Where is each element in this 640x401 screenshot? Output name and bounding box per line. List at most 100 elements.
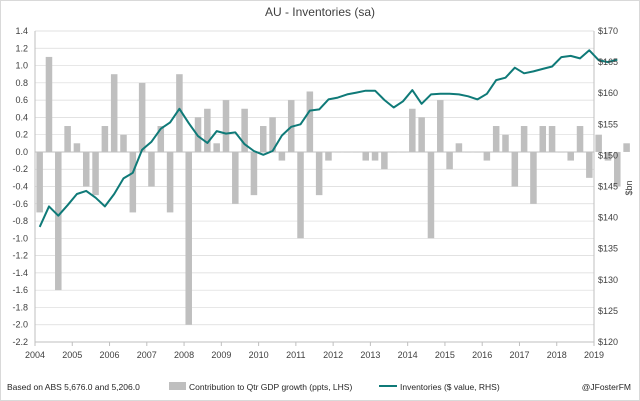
left-tick-label: -0.2 <box>12 164 28 174</box>
gdp-contribution-bar <box>520 126 528 152</box>
gdp-contribution-bar <box>437 100 444 152</box>
gdp-contribution-bar <box>418 117 425 152</box>
left-tick-label: 1.2 <box>15 43 28 53</box>
gdp-contribution-bar <box>492 126 500 152</box>
gdp-contribution-bar <box>483 151 491 161</box>
x-tick-label: 2012 <box>323 350 343 360</box>
left-tick-label: -0.4 <box>12 182 28 192</box>
gdp-contribution-bar <box>241 108 248 152</box>
left-tick-label: 1.4 <box>15 26 28 36</box>
left-tick-label: -1.4 <box>12 268 28 278</box>
gdp-contribution-bar <box>259 126 267 152</box>
x-tick-label: 2016 <box>472 350 492 360</box>
gdp-contribution-bar <box>455 143 463 152</box>
chart-title: AU - Inventories (sa) <box>265 5 375 19</box>
gdp-contribution-bar <box>567 151 574 161</box>
right-tick-label: $125 <box>598 306 618 316</box>
right-tick-label: $135 <box>598 244 618 254</box>
gdp-contribution-bar <box>409 108 416 152</box>
right-tick-label: $130 <box>598 275 618 285</box>
right-tick-label: $170 <box>598 26 618 36</box>
left-tick-label: 0.8 <box>15 78 28 88</box>
gdp-contribution-bar <box>306 91 314 152</box>
x-tick-label: 2015 <box>435 350 455 360</box>
footer: Based on ABS 5,676.0 and 5,206.0 Contrib… <box>7 382 631 392</box>
gdp-contribution-bar <box>185 151 192 325</box>
x-tick-label: 2014 <box>398 350 418 360</box>
left-tick-label: -1.2 <box>12 251 28 261</box>
bar-series <box>36 56 630 325</box>
gdp-contribution-bar <box>586 151 593 178</box>
x-tick-label: 2017 <box>509 350 529 360</box>
legend-bar-swatch <box>169 382 186 390</box>
gdp-contribution-bar <box>138 82 146 152</box>
x-tick-label: 2018 <box>547 350 567 360</box>
right-tick-label: $140 <box>598 213 618 223</box>
gdp-contribution-bar <box>204 108 211 152</box>
left-axis-ticks: 1.4 1.2 1.0 0.8 0.6 0.4 0.2 0.0 -0.2 -0.4 -0.6 -0.8… <box>12 26 28 347</box>
x-tick-label: 2005 <box>62 350 82 360</box>
source-note: Based on ABS 5,676.0 and 5,206.0 <box>7 382 140 392</box>
gdp-contribution-bar <box>595 134 602 152</box>
gdp-contribution-bar <box>297 151 304 239</box>
gdp-contribution-bar <box>604 151 612 161</box>
left-tick-label: 0.2 <box>15 130 28 140</box>
gdp-contribution-bar <box>129 151 137 213</box>
gdp-contribution-bar <box>101 126 109 152</box>
legend-line-label: Inventories ($ value, RHS) <box>400 382 500 392</box>
gdp-contribution-bar <box>222 100 230 152</box>
gdp-contribution-bar <box>73 143 81 152</box>
left-tick-label: -0.8 <box>12 216 28 226</box>
gdp-contribution-bar <box>232 151 239 204</box>
gdp-contribution-bar <box>157 126 165 152</box>
gdp-contribution-bar <box>371 151 379 161</box>
left-tick-label: 1.0 <box>15 61 28 71</box>
right-tick-label: $160 <box>598 88 618 98</box>
gdp-contribution-bar <box>120 134 127 152</box>
legend-bar-label: Contribution to Qtr GDP growth (ppts, LH… <box>189 382 352 392</box>
gdp-contribution-bar <box>325 151 332 161</box>
gdp-contribution-bar <box>446 151 453 170</box>
gdp-contribution-bar <box>55 151 62 291</box>
gdp-contribution-bar <box>166 151 174 213</box>
gdp-contribution-bar <box>148 151 155 187</box>
gdp-contribution-bar <box>502 134 509 152</box>
gdp-contribution-bar <box>269 117 276 152</box>
x-tick-label: 2008 <box>174 350 194 360</box>
axes <box>34 31 595 343</box>
gdp-contribution-bar <box>213 143 220 152</box>
gdp-contribution-bar <box>278 151 286 161</box>
x-tick-label: 2010 <box>249 350 269 360</box>
right-tick-label: $150 <box>598 150 618 160</box>
x-tick-label: 2006 <box>100 350 120 360</box>
gdp-contribution-bar <box>64 126 71 152</box>
gdp-contribution-bar <box>623 143 630 152</box>
inventories-line <box>38 49 618 228</box>
gdp-contribution-bar <box>427 151 435 239</box>
gdp-contribution-bar <box>92 151 99 196</box>
gdp-contribution-bar <box>614 151 621 187</box>
gdp-contribution-bar <box>82 151 90 187</box>
left-tick-label: -2.2 <box>12 337 28 347</box>
gdp-contribution-bar <box>36 151 43 213</box>
gdp-contribution-bar <box>539 126 547 152</box>
gdp-contribution-bar <box>576 126 584 152</box>
x-tick-label: 2019 <box>584 350 604 360</box>
x-tick-label: 2011 <box>286 350 305 360</box>
gdp-contribution-bar <box>176 74 183 152</box>
right-tick-label: $165 <box>598 57 618 67</box>
left-tick-label: -1.6 <box>12 285 28 295</box>
left-tick-label: -0.6 <box>12 199 28 209</box>
gdp-contribution-bar <box>250 151 258 196</box>
gdp-contribution-bar <box>362 151 370 161</box>
right-tick-label: $120 <box>598 337 618 347</box>
gdp-contribution-bar <box>45 56 53 152</box>
right-axis-ticks: $170 $165 $160 $155 $150 $145 $140 $135 $130 $125… <box>598 26 618 347</box>
left-tick-label: -1.0 <box>12 233 28 243</box>
left-tick-label: -2.0 <box>12 320 28 330</box>
gdp-contribution-bar <box>511 151 519 187</box>
left-tick-label: 0.4 <box>15 112 28 122</box>
x-tick-label: 2007 <box>137 350 157 360</box>
x-tick-label: 2004 <box>25 350 45 360</box>
